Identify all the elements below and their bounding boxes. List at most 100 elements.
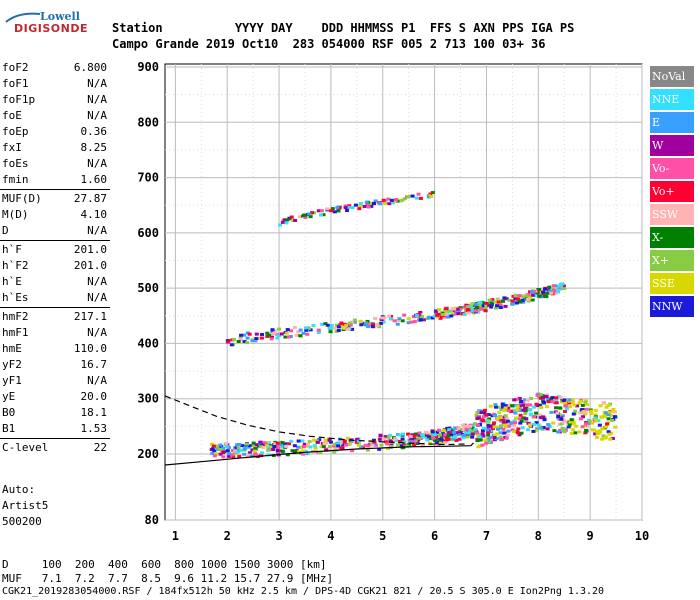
muf-row: MUF 7.1 7.2 7.7 8.5 9.6 11.2 15.7 27.9 […	[2, 572, 334, 585]
echo-point	[512, 430, 517, 434]
echo-point	[277, 334, 282, 338]
param-name: fxI	[2, 141, 22, 154]
echo-point	[475, 439, 480, 443]
param-value: 201.0	[73, 243, 107, 256]
echo-point	[224, 442, 229, 446]
echo-point	[221, 455, 226, 459]
echo-point	[534, 402, 539, 406]
echo-point	[487, 440, 492, 444]
legend-item: NNW	[650, 296, 694, 317]
echo-point	[214, 445, 219, 449]
echo-point	[437, 308, 442, 312]
param-separator	[0, 189, 110, 190]
echo-point	[425, 438, 430, 442]
echo-point	[311, 438, 316, 442]
echo-point	[577, 430, 582, 434]
echo-point	[578, 399, 583, 403]
echo-point	[513, 297, 518, 301]
echo-point	[412, 443, 417, 447]
echo-point	[284, 221, 289, 225]
echo-point	[287, 216, 292, 220]
echo-point	[420, 433, 425, 437]
echo-point	[463, 431, 468, 435]
param-row: foEs N/A	[0, 156, 110, 172]
echo-point	[484, 441, 489, 445]
echo-point	[495, 425, 500, 429]
echo-point	[480, 304, 485, 308]
echo-point	[435, 313, 440, 317]
echo-point	[236, 340, 241, 344]
echo-point	[284, 331, 289, 335]
param-row: yF1 N/A	[0, 373, 110, 389]
param-value: N/A	[87, 77, 107, 90]
legend: NoVal NNE E W Vo- Vo+ SSW X- X+ SSE NNW	[650, 66, 694, 319]
echo-point	[385, 442, 390, 446]
param-value: N/A	[87, 374, 107, 387]
echo-point	[557, 423, 562, 427]
echo-point	[470, 309, 475, 313]
echo-point	[528, 290, 533, 294]
echo-point	[303, 215, 308, 219]
echo-point	[413, 432, 418, 436]
echo-point	[269, 335, 274, 339]
echo-point	[494, 306, 499, 310]
echo-point	[503, 404, 508, 408]
echo-point	[476, 416, 481, 420]
echo-point	[357, 439, 362, 443]
param-name: h`E	[2, 275, 22, 288]
echo-point	[495, 417, 500, 421]
echo-point	[231, 337, 236, 341]
param-name: h`F2	[2, 259, 29, 272]
echo-point	[247, 451, 252, 455]
echo-point	[518, 409, 523, 413]
echo-point	[506, 404, 511, 408]
echo-point	[247, 444, 252, 448]
echo-point	[500, 437, 505, 441]
echo-point	[550, 396, 555, 400]
echo-point	[486, 423, 491, 427]
echo-point	[520, 426, 525, 430]
x-tick-label: 2	[224, 529, 231, 543]
param-row: hmE 110.0	[0, 341, 110, 357]
echo-point	[447, 426, 452, 430]
param-value: N/A	[87, 275, 107, 288]
echo-point	[582, 411, 587, 415]
file-info-row: CGK21_2019283054000.RSF / 184fx512h 50 k…	[2, 586, 605, 597]
echo-point	[418, 310, 423, 314]
echo-point	[285, 453, 290, 457]
echo-point	[372, 202, 377, 206]
echo-point	[515, 431, 520, 435]
echo-point	[495, 432, 500, 436]
echo-point	[537, 413, 542, 417]
echo-point	[570, 398, 575, 402]
echo-point	[441, 429, 446, 433]
echo-point	[454, 438, 459, 442]
echo-point	[411, 438, 416, 442]
param-row: D N/A	[0, 223, 110, 239]
echo-point	[380, 316, 385, 320]
echo-point	[488, 429, 493, 433]
param-value: 27.87	[73, 192, 107, 205]
param-name: hmE	[2, 342, 22, 355]
echo-point	[456, 427, 461, 431]
echo-point	[592, 428, 597, 432]
echo-point	[498, 431, 503, 435]
echo-point	[480, 432, 485, 436]
echo-point	[350, 327, 355, 331]
echo-point	[244, 442, 249, 446]
echo-point	[528, 408, 533, 412]
echo-point	[529, 396, 534, 400]
echo-point	[440, 430, 445, 434]
echo-point	[481, 426, 486, 430]
echo-point	[347, 321, 352, 325]
echo-point	[432, 433, 437, 437]
y-tick-label: 400	[137, 336, 159, 350]
param-row: B0 18.1	[0, 405, 110, 421]
echo-point	[475, 306, 480, 310]
echo-point	[298, 328, 303, 332]
echo-point	[267, 441, 272, 445]
echo-point	[294, 333, 299, 337]
echo-point	[298, 446, 303, 450]
echo-point	[550, 400, 555, 404]
echo-point	[301, 214, 306, 218]
